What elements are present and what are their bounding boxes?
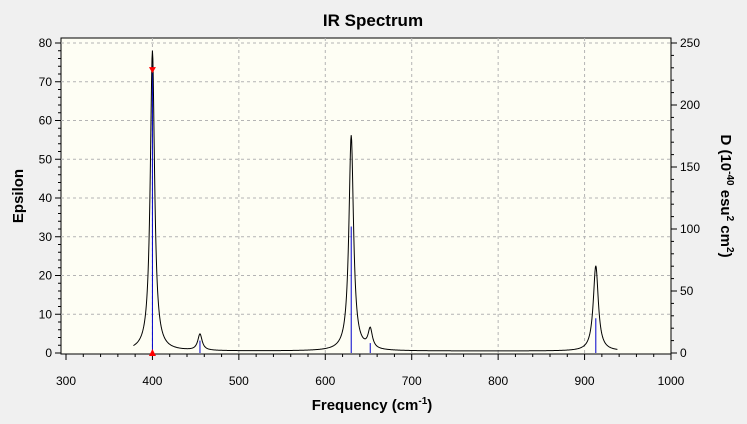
y-right-tick-label: 200 <box>680 98 700 112</box>
y-left-axis-label: Epsilon <box>10 169 27 223</box>
y-right-tick-label: 50 <box>680 284 694 298</box>
y-left-tick-label: 70 <box>39 75 53 89</box>
y-left-axis-ticks: 0 10 20 30 40 50 60 70 80 <box>39 36 61 360</box>
y-left-tick-label: 20 <box>39 269 53 283</box>
y-right-label-p3: cm <box>717 221 734 247</box>
y-right-axis-label: D (10-40 esu2 cm2) <box>717 134 735 257</box>
y-right-label-p4: ) <box>717 253 734 258</box>
y-left-tick-label: 50 <box>39 152 53 166</box>
spectrum-line <box>133 50 618 352</box>
y-right-tick-label: 100 <box>680 222 700 236</box>
x-axis-label-tail: ) <box>427 397 432 414</box>
y-right-label-p2: esu <box>717 186 734 216</box>
y-right-label-s2: 2 <box>724 216 735 222</box>
y-right-label-s3: 2 <box>724 247 735 253</box>
x-tick-label: 600 <box>315 374 335 388</box>
x-tick-label: 1000 <box>658 374 685 388</box>
x-axis-label-superscript: -1 <box>418 396 427 407</box>
y-right-tick-label: 150 <box>680 160 700 174</box>
selected-baseline-marker <box>148 349 156 356</box>
y-right-tick-label: 250 <box>680 36 700 50</box>
y-left-tick-label: 60 <box>39 114 53 128</box>
y-right-axis-ticks: 0 50 100 150 200 250 <box>671 36 700 360</box>
y-left-tick-label: 0 <box>45 346 52 360</box>
x-tick-label: 700 <box>402 374 422 388</box>
y-right-tick-label: 0 <box>680 346 687 360</box>
x-axis-ticks: 300 400 500 600 700 800 900 1000 <box>56 354 685 388</box>
selection-markers <box>148 67 156 356</box>
y-left-tick-label: 40 <box>39 191 53 205</box>
x-tick-label: 500 <box>229 374 249 388</box>
x-tick-label: 800 <box>488 374 508 388</box>
x-axis-label: Frequency (cm-1) <box>312 396 433 414</box>
intensity-sticks <box>151 65 597 353</box>
y-right-label-s1: -40 <box>724 171 735 186</box>
y-left-tick-label: 30 <box>39 230 53 244</box>
x-axis-label-text: Frequency (cm <box>312 397 419 414</box>
chart-title: IR Spectrum <box>323 11 423 30</box>
y-left-tick-label: 10 <box>39 307 53 321</box>
selected-peak-marker <box>148 67 156 74</box>
y-left-tick-label: 80 <box>39 36 53 50</box>
plot-area[interactable] <box>60 37 672 355</box>
x-tick-label: 400 <box>142 374 162 388</box>
x-tick-label: 300 <box>56 374 76 388</box>
x-tick-label: 900 <box>575 374 595 388</box>
y-right-label-p1: D (10 <box>717 134 734 171</box>
